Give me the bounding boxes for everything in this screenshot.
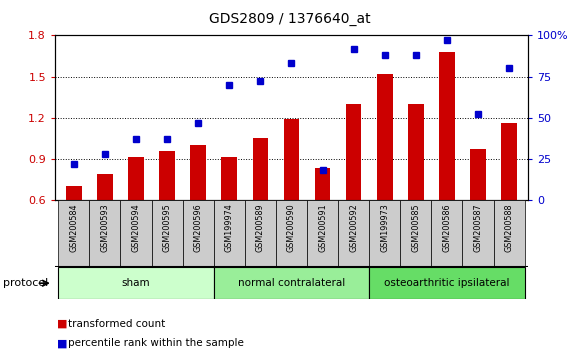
- Text: ■: ■: [57, 338, 67, 348]
- Bar: [408, 104, 423, 200]
- Bar: [307, 200, 338, 267]
- Bar: [439, 52, 455, 200]
- Bar: [462, 200, 494, 267]
- Bar: [222, 158, 237, 200]
- Bar: [284, 119, 299, 200]
- Text: ■: ■: [57, 319, 67, 329]
- Bar: [315, 169, 331, 200]
- Text: GSM200585: GSM200585: [411, 203, 420, 252]
- Bar: [369, 267, 525, 299]
- Text: protocol: protocol: [3, 278, 48, 288]
- Bar: [245, 200, 276, 267]
- Bar: [89, 200, 121, 267]
- Text: GSM200586: GSM200586: [443, 203, 451, 252]
- Text: GSM200594: GSM200594: [132, 203, 140, 252]
- Text: transformed count: transformed count: [68, 319, 166, 329]
- Text: GSM200589: GSM200589: [256, 203, 265, 252]
- Text: GSM200587: GSM200587: [473, 203, 483, 252]
- Bar: [276, 200, 307, 267]
- Text: osteoarthritic ipsilateral: osteoarthritic ipsilateral: [384, 278, 510, 288]
- Text: GDS2809 / 1376640_at: GDS2809 / 1376640_at: [209, 12, 371, 27]
- Text: GSM200596: GSM200596: [194, 203, 202, 252]
- Bar: [190, 145, 206, 200]
- Bar: [369, 200, 400, 267]
- Bar: [183, 200, 213, 267]
- Bar: [338, 200, 369, 267]
- Text: percentile rank within the sample: percentile rank within the sample: [68, 338, 244, 348]
- Bar: [121, 200, 151, 267]
- Text: GSM200584: GSM200584: [69, 203, 78, 252]
- Text: GSM200592: GSM200592: [349, 203, 358, 252]
- Bar: [151, 200, 183, 267]
- Bar: [346, 104, 361, 200]
- Bar: [213, 200, 245, 267]
- Bar: [377, 74, 393, 200]
- Text: normal contralateral: normal contralateral: [238, 278, 345, 288]
- Bar: [58, 267, 213, 299]
- Bar: [213, 267, 369, 299]
- Bar: [432, 200, 462, 267]
- Text: sham: sham: [122, 278, 150, 288]
- Text: GSM200590: GSM200590: [287, 203, 296, 252]
- Text: GSM200595: GSM200595: [162, 203, 172, 252]
- Bar: [252, 138, 268, 200]
- Bar: [501, 123, 517, 200]
- Bar: [470, 149, 486, 200]
- Bar: [494, 200, 525, 267]
- Text: GSM199973: GSM199973: [380, 203, 389, 252]
- Text: GSM200588: GSM200588: [505, 203, 514, 252]
- Text: GSM199974: GSM199974: [225, 203, 234, 252]
- Text: GSM200593: GSM200593: [100, 203, 110, 252]
- Bar: [58, 200, 89, 267]
- Bar: [66, 186, 82, 200]
- Text: GSM200591: GSM200591: [318, 203, 327, 252]
- Bar: [97, 174, 113, 200]
- Bar: [128, 158, 144, 200]
- Bar: [160, 151, 175, 200]
- Bar: [400, 200, 432, 267]
